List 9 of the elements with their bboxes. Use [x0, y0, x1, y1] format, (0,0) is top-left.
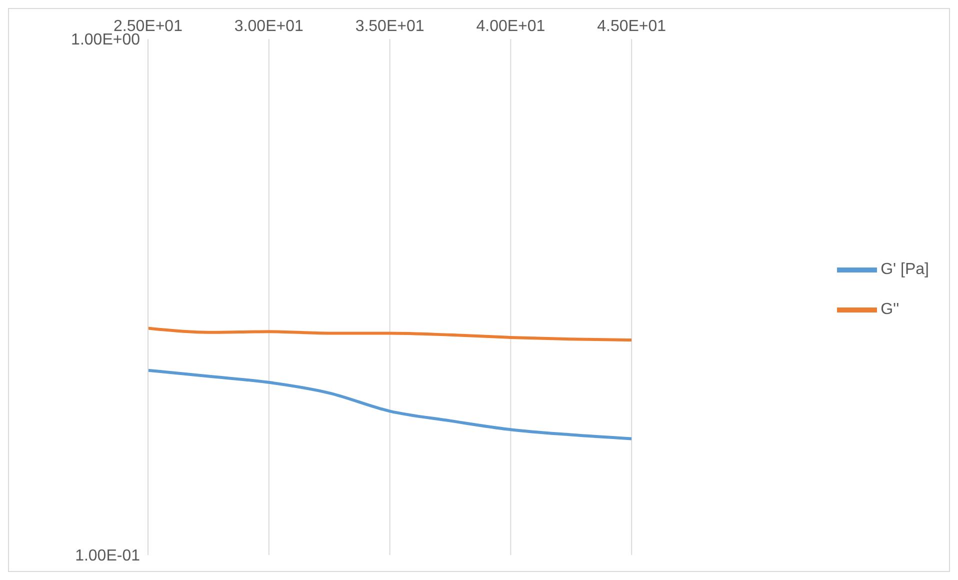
legend-label: G' [Pa] [880, 261, 929, 278]
line-series [148, 326, 632, 342]
x-tick-label: 3.00E+01 [234, 18, 304, 35]
x-tick-label: 4.50E+01 [597, 18, 666, 35]
legend-label: G'' [880, 301, 900, 318]
x-tick-label: 3.50E+01 [355, 18, 424, 35]
y-tick-label: 1.00E-01 [75, 548, 140, 565]
x-tick-label: 4.00E+01 [476, 18, 546, 35]
line-series [148, 368, 632, 440]
